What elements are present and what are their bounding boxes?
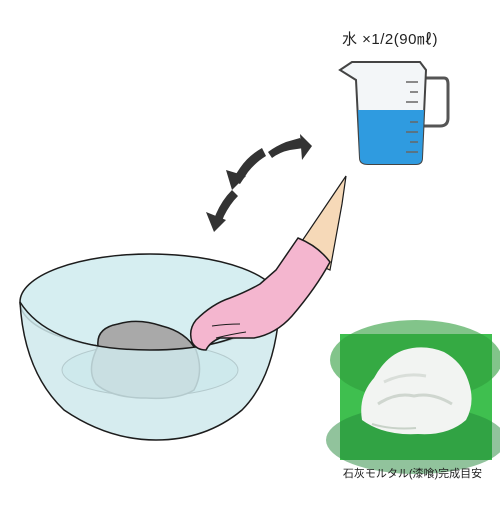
glove-hand bbox=[189, 237, 331, 351]
measuring-cup-icon bbox=[338, 61, 450, 165]
bowl-front bbox=[19, 301, 281, 441]
arrow-3-head bbox=[206, 212, 226, 232]
finished-mortar-photo bbox=[326, 320, 500, 474]
curved-arrows-icon bbox=[206, 134, 312, 232]
arrow-1 bbox=[268, 138, 304, 158]
arrow-1-head bbox=[300, 134, 312, 160]
water-fill bbox=[358, 110, 424, 164]
water-amount-label: 水 ×1/2(90㎖) bbox=[342, 31, 438, 48]
photo-caption: 石灰モルタル(漆喰)完成目安 bbox=[342, 468, 483, 480]
photo-mortar-pile bbox=[361, 347, 472, 435]
arrow-2-head bbox=[226, 170, 246, 190]
